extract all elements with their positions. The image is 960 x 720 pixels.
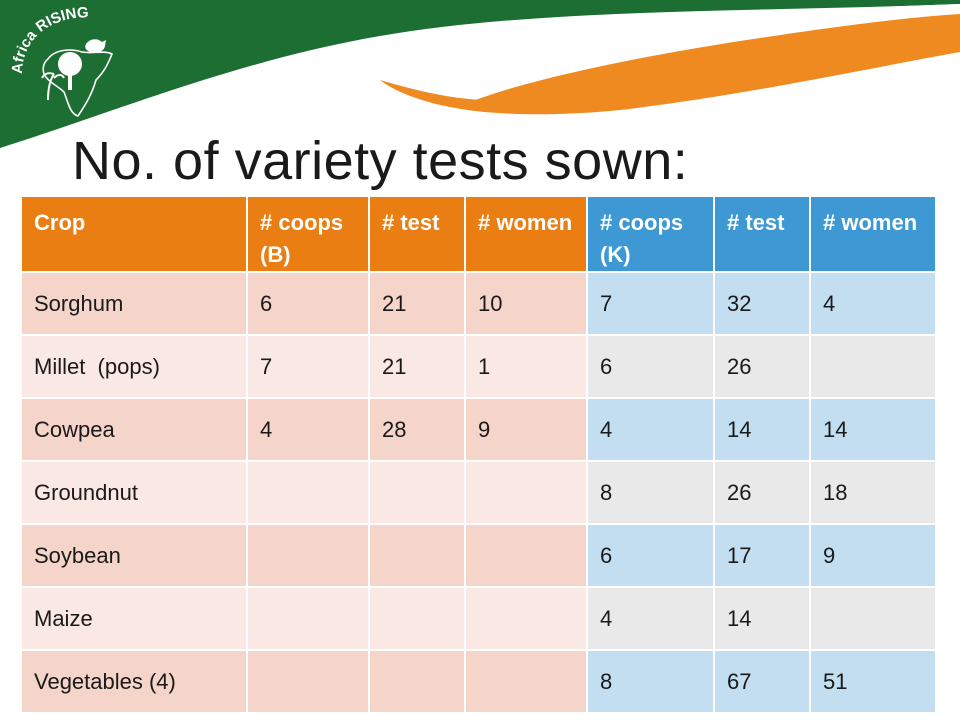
banner-orange-tail bbox=[380, 80, 480, 108]
table-cell: 21 bbox=[369, 334, 466, 398]
header-banner bbox=[0, 0, 960, 148]
table-cell: 4 bbox=[247, 397, 370, 461]
header-test-k: # test bbox=[714, 197, 811, 272]
banner-green-band bbox=[0, 0, 960, 148]
table-row: Sorghum 6 21 10 7 32 4 bbox=[22, 271, 937, 335]
table-row: Groundnut 8 26 18 bbox=[22, 460, 937, 524]
table-cell: 1 bbox=[465, 334, 588, 398]
table-cell: 51 bbox=[810, 649, 937, 712]
table-cell-crop: Cowpea bbox=[22, 397, 248, 461]
header-test-b: # test bbox=[369, 197, 466, 272]
table-row: Soybean 6 17 9 bbox=[22, 523, 937, 587]
table-cell bbox=[465, 460, 588, 524]
table-cell-crop: Millet (pops) bbox=[22, 334, 248, 398]
plant-icon bbox=[41, 72, 65, 101]
table-cell: 18 bbox=[810, 460, 937, 524]
table-cell: 6 bbox=[587, 523, 715, 587]
tree-icon bbox=[58, 52, 82, 76]
table-cell: 28 bbox=[369, 397, 466, 461]
table-cell: 4 bbox=[810, 271, 937, 335]
table-cell: 8 bbox=[587, 460, 715, 524]
table-cell-crop: Sorghum bbox=[22, 271, 248, 335]
table-cell bbox=[465, 586, 588, 650]
table-cell bbox=[369, 523, 466, 587]
table-cell: 67 bbox=[714, 649, 811, 712]
africa-rising-logo: Africa RISING bbox=[9, 4, 114, 117]
banner-white-gap bbox=[250, 4, 960, 115]
table-cell: 14 bbox=[714, 586, 811, 650]
table-cell-crop: Maize bbox=[22, 586, 248, 650]
banner-orange-swoosh bbox=[455, 14, 960, 115]
table-cell-crop: Groundnut bbox=[22, 460, 248, 524]
table-cell: 9 bbox=[465, 397, 588, 461]
table-cell: 7 bbox=[247, 334, 370, 398]
table-cell bbox=[369, 586, 466, 650]
header-coops-b: # coops (B) bbox=[247, 197, 370, 272]
table-cell: 26 bbox=[714, 460, 811, 524]
table-cell: 17 bbox=[714, 523, 811, 587]
table-cell: 26 bbox=[714, 334, 811, 398]
table-cell bbox=[810, 334, 937, 398]
table-row: Cowpea 4 28 9 4 14 14 bbox=[22, 397, 937, 461]
table-cell bbox=[369, 649, 466, 712]
table-row: Millet (pops) 7 21 1 6 26 bbox=[22, 334, 937, 398]
table-cell bbox=[247, 460, 370, 524]
table-row: Vegetables (4) 8 67 51 bbox=[22, 649, 937, 712]
table-cell: 8 bbox=[587, 649, 715, 712]
header-women-b: # women bbox=[465, 197, 588, 272]
table-cell: 32 bbox=[714, 271, 811, 335]
slide-title: No. of variety tests sown: bbox=[72, 131, 689, 191]
table-cell: 9 bbox=[810, 523, 937, 587]
table-cell bbox=[247, 523, 370, 587]
table-cell: 6 bbox=[587, 334, 715, 398]
header-crop: Crop bbox=[22, 197, 248, 272]
table-cell bbox=[247, 586, 370, 650]
table-cell-crop: Soybean bbox=[22, 523, 248, 587]
table-cell bbox=[247, 649, 370, 712]
table-row: Maize 4 14 bbox=[22, 586, 937, 650]
cow-icon bbox=[85, 39, 106, 53]
table-cell bbox=[465, 523, 588, 587]
table-cell: 4 bbox=[587, 586, 715, 650]
table-header-row: Crop # coops (B) # test # women # coops … bbox=[22, 197, 937, 272]
table-cell: 4 bbox=[587, 397, 715, 461]
table-cell: 7 bbox=[587, 271, 715, 335]
table-cell: 21 bbox=[369, 271, 466, 335]
table-cell: 6 bbox=[247, 271, 370, 335]
table-cell: 14 bbox=[714, 397, 811, 461]
table-cell bbox=[465, 649, 588, 712]
header-women-k: # women bbox=[810, 197, 937, 272]
table-cell bbox=[369, 460, 466, 524]
table-cell: 10 bbox=[465, 271, 588, 335]
table-cell: 14 bbox=[810, 397, 937, 461]
africa-outline-icon bbox=[42, 49, 114, 117]
header-coops-k: # coops (K) bbox=[587, 197, 715, 272]
table-cell bbox=[810, 586, 937, 650]
table-cell-crop: Vegetables (4) bbox=[22, 649, 248, 712]
variety-tests-table: Crop # coops (B) # test # women # coops … bbox=[22, 197, 937, 712]
